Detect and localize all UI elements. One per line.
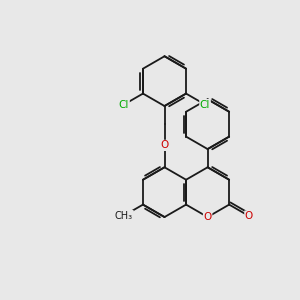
Text: Cl: Cl xyxy=(200,100,210,110)
Text: CH₃: CH₃ xyxy=(115,211,133,220)
Text: O: O xyxy=(160,140,169,150)
Text: O: O xyxy=(245,211,253,221)
Text: Cl: Cl xyxy=(119,100,129,110)
Text: O: O xyxy=(203,212,212,222)
